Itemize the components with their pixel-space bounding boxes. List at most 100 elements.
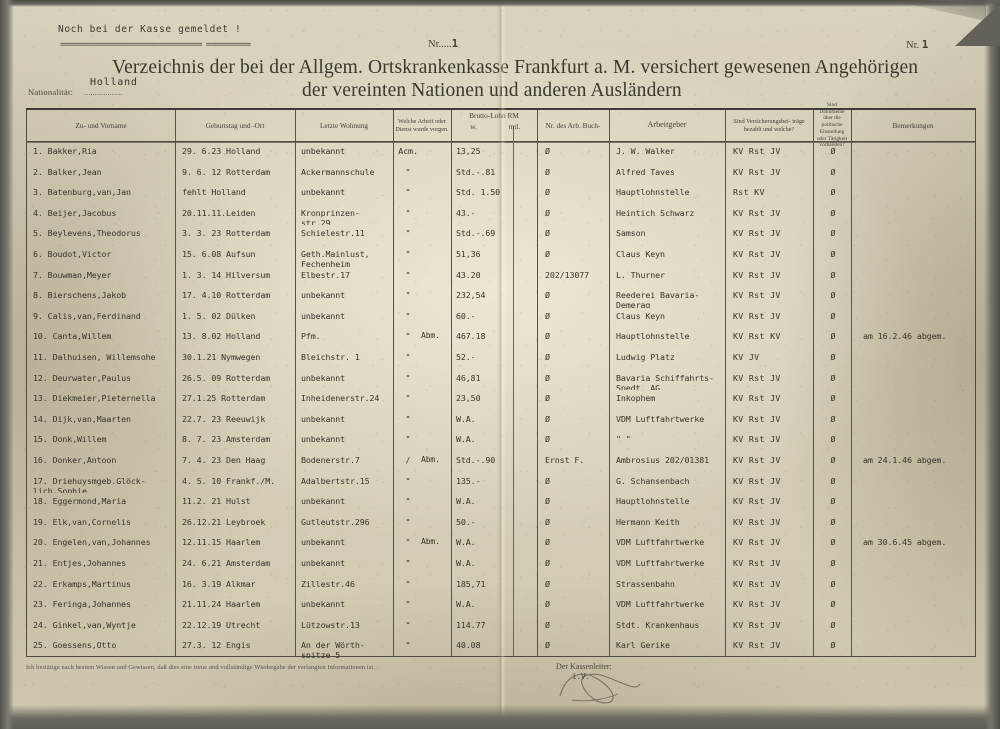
cell-employer: " ": [616, 434, 631, 445]
table-row: 3. Batenburg,van,Jan fehlt Holland unbekan…: [27, 184, 975, 205]
table-row: 19. Elk,van,Cornelis 26.12.21 Leybroek Gut…: [27, 514, 975, 535]
cell-work-type: ": [405, 599, 411, 610]
cell-birthdate-place: 30.1.21 Nymwegen: [182, 352, 261, 362]
table-row: 12. Deurwater,Paulus 26.5. 09 Rotterdam un…: [27, 370, 975, 390]
cell-birthdate-place: 15. 6.08 Aufsun: [182, 249, 256, 259]
col-divider-work: [451, 110, 452, 656]
cell-workbook-number: Ø: [545, 207, 550, 218]
cell-employer: Inkophem: [616, 393, 656, 404]
cell-deregistration-mark: [421, 184, 453, 205]
cell-deregistration-mark: [421, 576, 453, 597]
column-header-book: Nr. des Arb. Buch-: [545, 120, 601, 130]
cell-insurance-paid: KV Rst JV: [733, 393, 781, 404]
cell-deregistration-mark: Abm.: [421, 455, 440, 464]
table-row: 21. Entjes,Johannes 24. 6.21 Amsterdam unb…: [27, 555, 975, 576]
cell-last-address: Zillestr.46: [301, 578, 355, 589]
cell-work-type: ": [405, 269, 411, 280]
cell-insurance-paid: KV Rst JV: [733, 599, 781, 610]
cell-remarks: [853, 473, 973, 494]
cell-work-type: ": [405, 393, 411, 404]
cell-work-type: ": [405, 331, 411, 342]
table-row: 5. Beylevens,Theodorus 3. 3. 23 Rotterdam…: [27, 225, 975, 246]
cell-deregistration-mark: [421, 493, 453, 514]
cell-documents: Ø: [830, 372, 836, 383]
cell-birthdate-place: 16. 3.19 Alkmar: [182, 578, 256, 589]
cell-gross-wage: Std.-.81: [456, 166, 496, 177]
cell-gross-wage: 185,71: [456, 578, 486, 589]
table-row: 23. Feringa,Johannes 21.11.24 Haarlem unbe…: [27, 596, 975, 617]
cell-last-address: Bodenerstr.7: [301, 455, 360, 465]
cell-gross-wage: W.A.: [456, 434, 476, 445]
cell-workbook-number: Ernst F.: [545, 455, 585, 465]
table-row: 6. Boudot,Victor 15. 6.08 Aufsun Geth.Main…: [27, 246, 975, 267]
cell-name: 24. Ginkel,van,Wyntje: [33, 619, 136, 630]
cell-documents: Ø: [830, 558, 836, 568]
table-row: 1. Bakker,Ria 29. 6.23 Holland unbekannt Ac…: [27, 143, 975, 164]
cell-remarks: [853, 246, 973, 267]
cell-insurance-paid: KV Rst JV: [733, 537, 781, 548]
attestation-text: Ich bestätige nach bestem Wissen und Gew…: [26, 664, 375, 671]
cell-birthdate-place: 29. 6.23 Holland: [182, 146, 261, 156]
table-row: 25. Goessens,Otto 27.3. 12 Engis An der Wö…: [27, 637, 975, 658]
col-divider-birth: [295, 110, 296, 656]
cell-deregistration-mark: [421, 349, 453, 370]
cell-insurance-paid: KV Rst JV: [733, 413, 781, 424]
cell-work-type: ": [405, 166, 411, 177]
cell-deregistration-mark: [421, 143, 453, 164]
cell-birthdate-place: 27.1.25 Rotterdam: [182, 393, 266, 404]
cell-birthdate-place: 4. 5. 10 Frankf./M.: [182, 475, 276, 486]
nationality-dots: ..................: [84, 87, 123, 97]
cell-work-type: ": [405, 640, 411, 651]
cell-work-type: ": [405, 496, 411, 507]
cell-insurance-paid: KV Rst JV: [733, 455, 781, 465]
cell-work-type: ": [405, 187, 411, 198]
cell-name: 4. Beijer,Jacobus: [33, 207, 117, 218]
nationality-value: Holland: [90, 77, 138, 88]
column-header-remarks: Bemerkungen: [892, 120, 934, 130]
cell-name: 19. Elk,van,Cornelis: [33, 516, 131, 527]
scan-edge-right: [984, 0, 1000, 729]
cell-employer: VDM Luftfahrtwerke: [616, 558, 705, 568]
cell-birthdate-place: 26.12.21 Leybroek: [182, 516, 266, 527]
table-row: 2. Balker,Jean 9. 6. 12 Rotterdam Ackerman…: [27, 164, 975, 185]
col-divider-name: [175, 110, 176, 656]
cell-insurance-paid: KV Rst KV: [733, 331, 781, 342]
column-header-employer: Arbeitgeber: [647, 120, 687, 130]
cell-name: 22. Erkamps,Martinus: [33, 578, 131, 589]
cell-name: 2. Balker,Jean: [33, 166, 102, 177]
cell-deregistration-mark: [421, 596, 453, 617]
cell-documents: Ø: [830, 496, 836, 507]
table-row: 18. Eggermond,Maria 11.2. 21 Hulst unbekan…: [27, 493, 975, 514]
cell-last-address: unbekannt: [301, 537, 346, 548]
nr-right-label: Nr.: [906, 40, 920, 51]
column-header-wage-mtl: mtl.: [508, 121, 521, 131]
cell-documents: Ø: [830, 475, 836, 486]
cell-name: 13. Diekmeier,Pieternella: [33, 393, 156, 404]
cell-employer: L. Thurner: [616, 269, 665, 280]
cell-last-address: unbekannt: [301, 372, 346, 383]
cell-gross-wage: 46,81: [456, 372, 481, 383]
table-row: 4. Beijer,Jacobus 20.11.11.Leiden Kronprin…: [27, 205, 975, 225]
cell-remarks: [853, 267, 973, 288]
cell-name: 12. Deurwater,Paulus: [33, 372, 131, 383]
cell-documents: Ø: [830, 413, 836, 424]
cell-employer: Hauptlohnstelle: [616, 331, 690, 342]
cell-insurance-paid: KV Rst JV: [733, 249, 781, 259]
cell-deregistration-mark: [421, 390, 453, 411]
cell-name: 6. Boudot,Victor: [33, 249, 112, 259]
cell-workbook-number: Ø: [545, 352, 550, 362]
column-header-wage-w: w.: [470, 121, 477, 131]
cell-last-address: An der Wörth- spitze 5: [301, 640, 365, 658]
cell-insurance-paid: KV Rst JV: [733, 558, 781, 568]
cell-documents: Ø: [830, 290, 836, 301]
col-divider-address: [393, 110, 394, 656]
cell-remarks: [853, 493, 973, 514]
cell-insurance-paid: KV Rst JV: [733, 372, 781, 383]
cell-remarks: [853, 411, 973, 432]
cell-documents: Ø: [830, 393, 836, 404]
cell-documents: Ø: [830, 455, 836, 465]
cell-birthdate-place: 27.3. 12 Engis: [182, 640, 251, 651]
cell-name: 3. Batenburg,van,Jan: [33, 187, 131, 198]
cell-employer: Reederei Bavaria- Demerag: [616, 290, 700, 308]
table-row: 11. Dalhuisen, Willemsohe 30.1.21 Nymwege…: [27, 349, 975, 370]
